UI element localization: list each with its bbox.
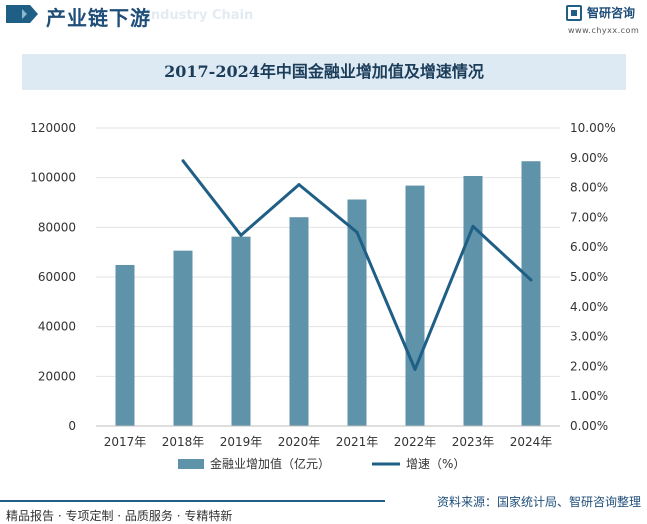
x-tick-label: 2024年: [510, 435, 553, 449]
y-right-tick-label: 7.00%: [570, 210, 608, 224]
growth-point: [355, 230, 359, 234]
x-tick-label: 2020年: [278, 435, 321, 449]
y-right-tick-label: 10.00%: [570, 121, 616, 135]
growth-point: [529, 278, 533, 282]
y-right-tick-label: 6.00%: [570, 240, 608, 254]
y-left-tick-label: 20000: [38, 369, 76, 383]
brand-logo: 智研咨询 www.chyxx.com: [566, 4, 644, 38]
header-watermark: Industry Chain: [146, 8, 254, 23]
growth-point: [471, 224, 475, 228]
x-tick-label: 2023年: [452, 435, 495, 449]
logo-name: 智研咨询: [587, 6, 636, 20]
legend-bar-label: 金融业增加值（亿元）: [210, 456, 330, 471]
growth-point: [297, 183, 301, 187]
growth-point: [239, 233, 243, 237]
header-bar: Industry Chain 产业链下游 智研咨询 www.chyxx.com: [0, 0, 647, 40]
x-tick-label: 2022年: [394, 435, 437, 449]
logo-mark-icon: [566, 5, 582, 21]
bar: [463, 175, 483, 426]
legend-bar-swatch: [178, 459, 204, 469]
y-right-tick-label: 1.00%: [570, 389, 608, 403]
y-right-tick-label: 3.00%: [570, 330, 608, 344]
y-right-tick-label: 0.00%: [570, 419, 608, 433]
source-note: 资料来源：国家统计局、智研咨询整理: [436, 495, 641, 509]
y-left-tick-label: 40000: [38, 320, 76, 334]
y-left-tick-label: 60000: [38, 270, 76, 284]
bar: [173, 250, 193, 426]
x-tick-label: 2021年: [336, 435, 379, 449]
chart-title: 2017-2024年中国金融业增加值及增速情况: [164, 62, 484, 81]
y-left-tick-label: 100000: [30, 171, 76, 185]
y-right-tick-label: 8.00%: [570, 181, 608, 195]
footer-divider: [0, 500, 385, 502]
y-right-tick-label: 9.00%: [570, 151, 608, 165]
footer-tagline: 精品报告 · 专项定制 · 品质服务 · 专精特新: [6, 509, 233, 523]
bar: [521, 161, 541, 427]
bar: [115, 264, 135, 426]
logo-url: www.chyxx.com: [568, 26, 640, 35]
growth-point: [181, 159, 185, 163]
y-left-tick-label: 80000: [38, 220, 76, 234]
chart: 0 20000 40000 60000 80000 100000 120000 0.00% 1.…: [30, 121, 616, 471]
y-right-tick-label: 5.00%: [570, 270, 608, 284]
y-right-tick-label: 4.00%: [570, 300, 608, 314]
header-arrow-icon: [6, 5, 38, 23]
y-right-tick-label: 2.00%: [570, 359, 608, 373]
bar: [231, 236, 251, 426]
legend-line-label: 增速（%）: [406, 457, 465, 471]
growth-point: [413, 367, 417, 371]
y-left-tick-label: 120000: [30, 121, 76, 135]
chart-title-box: 2017-2024年中国金融业增加值及增速情况: [22, 54, 626, 90]
bar: [405, 185, 425, 426]
x-tick-label: 2019年: [220, 435, 263, 449]
x-tick-label: 2018年: [162, 435, 205, 449]
bar: [289, 217, 309, 426]
header-title: 产业链下游: [46, 6, 151, 30]
x-tick-label: 2017年: [104, 435, 147, 449]
bar: [347, 199, 367, 426]
y-left-tick-label: 0: [68, 419, 76, 433]
